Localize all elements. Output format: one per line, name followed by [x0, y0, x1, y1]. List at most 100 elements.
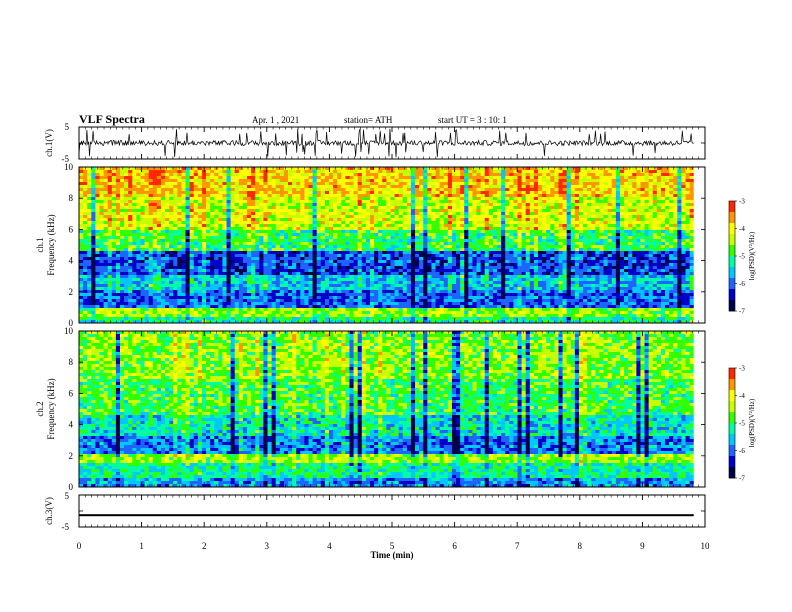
spectrogram-cell	[268, 182, 273, 185]
spectrogram-cell	[222, 245, 227, 248]
spectrogram-cell	[288, 218, 293, 221]
spectrogram-cell	[149, 194, 154, 197]
spectrogram-cell	[128, 191, 133, 194]
spectrogram-cell	[91, 251, 96, 254]
spectrogram-cell	[255, 191, 260, 194]
spectrogram-cell	[186, 212, 191, 215]
spectrogram-cell	[407, 221, 412, 224]
spectrogram-cell	[194, 233, 199, 236]
spectrogram-cell	[149, 203, 154, 206]
spectrogram-cell	[288, 206, 293, 209]
spectrogram-cell	[608, 197, 613, 200]
spectrogram-cell	[403, 203, 408, 206]
spectrogram-cell	[198, 257, 203, 260]
spectrogram-cell	[558, 206, 563, 209]
spectrogram-cell	[218, 188, 223, 191]
spectrogram-cell	[304, 185, 309, 188]
spectrogram-cell	[526, 206, 531, 209]
spectrogram-cell	[558, 257, 563, 260]
spectrogram-cell	[497, 197, 502, 200]
spectrogram-cell	[485, 167, 490, 170]
spectrogram-cell	[686, 191, 691, 194]
spectrogram-cell	[657, 257, 662, 260]
spectrogram-cell	[87, 182, 92, 185]
spectrogram-cell	[309, 254, 314, 257]
spectrogram-cell	[95, 179, 100, 182]
spectrogram-cell	[83, 215, 88, 218]
spectrogram-cell	[124, 206, 129, 209]
spectrogram-cell	[186, 191, 191, 194]
spectrogram-cell	[95, 251, 100, 254]
spectrogram-cell	[259, 206, 264, 209]
spectrogram-cell	[436, 230, 441, 233]
spectrogram-cell	[333, 260, 338, 263]
spectrogram-cell	[407, 254, 412, 257]
spectrogram-cell	[485, 254, 490, 257]
spectrogram-cell	[194, 245, 199, 248]
spectrogram-cell	[124, 221, 129, 224]
spectrogram-cell	[83, 236, 88, 239]
spectrogram-cell	[235, 182, 240, 185]
spectrogram-cell	[194, 194, 199, 197]
spectrogram-cell	[509, 221, 514, 224]
spectrogram-cell	[526, 203, 531, 206]
spectrogram-cell	[661, 230, 666, 233]
spectrogram-cell	[444, 236, 449, 239]
spectrogram-cell	[104, 224, 109, 227]
spectrogram-cell	[222, 203, 227, 206]
spectrogram-cell	[214, 197, 219, 200]
spectrogram-cell	[280, 224, 285, 227]
spectrogram-cell	[534, 191, 539, 194]
spectrogram-cell	[358, 251, 363, 254]
spectrogram-cell	[136, 251, 141, 254]
spectrogram-cell	[173, 203, 178, 206]
spectrogram-cell	[337, 167, 342, 170]
spectrogram-cell	[190, 254, 195, 257]
spectrogram-cell	[366, 215, 371, 218]
spectrogram-cell	[140, 236, 145, 239]
spectrogram-cell	[452, 233, 457, 236]
spectrogram-cell	[296, 200, 301, 203]
spectrogram-cell	[132, 194, 137, 197]
spectrogram-cell	[640, 218, 645, 221]
spectrogram-cell	[583, 230, 588, 233]
spectrogram-cell	[263, 260, 268, 263]
spectrogram-cell	[206, 203, 211, 206]
spectrogram-cell	[640, 221, 645, 224]
spectrogram-cell	[431, 167, 436, 170]
spectrogram-cell	[661, 182, 666, 185]
spectrogram-cell	[681, 209, 686, 212]
spectrogram-cell	[251, 233, 256, 236]
spectrogram-cell	[227, 224, 232, 227]
spectrogram-cell	[345, 176, 350, 179]
spectrogram-cell	[243, 242, 248, 245]
spectrogram-cell	[620, 254, 625, 257]
spectrogram-cell	[190, 176, 195, 179]
spectrogram-cell	[513, 263, 518, 266]
spectrogram-cell	[636, 239, 641, 242]
spectrogram-cell	[132, 242, 137, 245]
spectrogram-cell	[165, 230, 170, 233]
spectrogram-cell	[509, 191, 514, 194]
spectrogram-cell	[292, 248, 297, 251]
spectrogram-cell	[95, 203, 100, 206]
spectrogram-cell	[657, 170, 662, 173]
spectrogram-cell	[210, 197, 215, 200]
spectrogram-cell	[538, 224, 543, 227]
spectrogram-cell	[563, 176, 568, 179]
spectrogram-cell	[313, 263, 318, 266]
spectrogram-cell	[128, 218, 133, 221]
spectrogram-cell	[341, 224, 346, 227]
spectrogram-cell	[604, 239, 609, 242]
spectrogram-cell	[390, 245, 395, 248]
spectrogram-cell	[550, 257, 555, 260]
spectrogram-cell	[395, 215, 400, 218]
spectrogram-cell	[472, 218, 477, 221]
spectrogram-cell	[374, 203, 379, 206]
spectrogram-cell	[657, 191, 662, 194]
spectrogram-cell	[210, 173, 215, 176]
spectrogram-cell	[468, 209, 473, 212]
spectrogram-cell	[440, 182, 445, 185]
spectrogram-cell	[161, 179, 166, 182]
spectrogram-cell	[337, 251, 342, 254]
